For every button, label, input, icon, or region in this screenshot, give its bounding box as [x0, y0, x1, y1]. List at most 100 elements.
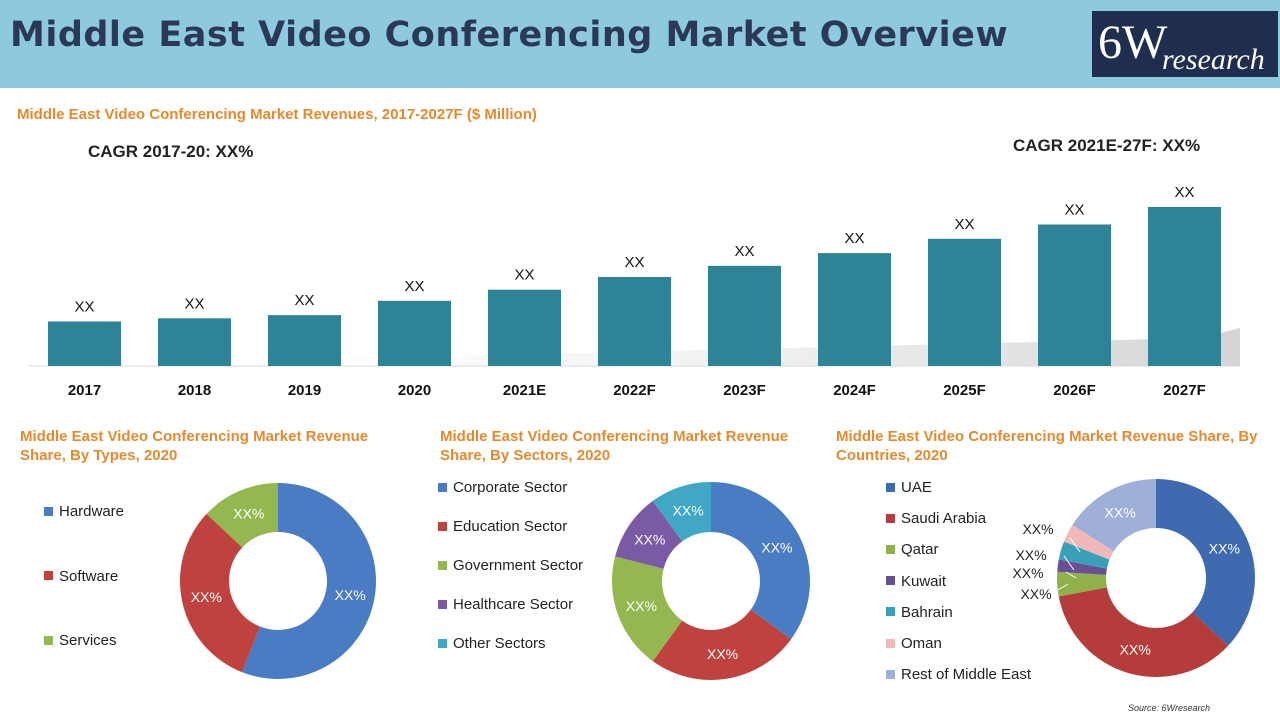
leader-line — [1063, 555, 1075, 571]
x-tick-label: 2025F — [943, 382, 986, 399]
cagr-right: CAGR 2021E-27F: XX% — [1013, 136, 1201, 155]
x-tick-label: 2018 — [178, 382, 211, 399]
logo-word: research — [1162, 43, 1265, 76]
slice-label: XX% — [634, 531, 665, 547]
slice-label: XX% — [233, 506, 264, 522]
bar-value-label: XX — [734, 243, 754, 260]
x-tick-label: 2021E — [503, 382, 546, 399]
legend-label: Software — [59, 567, 119, 585]
bar-value-label: XX — [844, 230, 864, 247]
legend-label: Government Sector — [453, 557, 584, 574]
leader-line — [1065, 571, 1077, 579]
legend-label: Qatar — [901, 541, 939, 559]
legend-item: Corporate Sector — [438, 479, 567, 496]
legend-swatch — [438, 599, 447, 609]
logo-number: 6W — [1098, 16, 1168, 69]
donut-slice-bahrain — [1058, 541, 1110, 569]
slice-label: XX% — [1022, 521, 1053, 537]
x-tick-label: 2024F — [833, 382, 876, 399]
donut-slice-other-sectors — [652, 482, 711, 542]
legend-swatch — [44, 571, 53, 581]
cagr-left: CAGR 2017-20: XX% — [88, 142, 254, 161]
donut-slice-rest-of-middle-east — [1072, 479, 1156, 552]
legend-swatch — [44, 506, 53, 516]
donut-slice-corporate-sector — [711, 482, 810, 640]
bar-value-label: XX — [1174, 184, 1194, 201]
legend-swatch — [886, 607, 895, 617]
legend-item: UAE — [886, 479, 932, 496]
donut-slice-hardware — [241, 483, 376, 679]
legend-item: Qatar — [886, 541, 939, 558]
page-title: Middle East Video Conferencing Market Ov… — [10, 15, 1009, 55]
x-tick-label: 2019 — [288, 382, 321, 399]
legend-swatch — [44, 635, 53, 645]
slice-label: XX% — [1012, 565, 1043, 581]
donut-slice-healthcare-sector — [615, 500, 683, 569]
legend-label: Corporate Sector — [453, 479, 568, 496]
legend-swatch — [886, 669, 895, 679]
x-tick-label: 2022F — [613, 382, 656, 399]
slice-label: XX% — [335, 587, 366, 603]
legend-item: Kuwait — [886, 573, 946, 590]
donut-slice-services — [206, 483, 278, 548]
legend-item: Bahrain — [886, 604, 953, 621]
slice-label: XX% — [1209, 540, 1240, 556]
slice-label: XX% — [1105, 505, 1136, 521]
legend-label: Rest of Middle East — [901, 666, 1032, 684]
legend-swatch — [438, 638, 447, 648]
donut-slice-education-sector — [652, 609, 792, 680]
leader-line — [1069, 537, 1081, 553]
bar-value-label: XX — [954, 216, 974, 233]
legend-swatch — [438, 482, 447, 492]
legend-item: Healthcare Sector — [438, 596, 573, 613]
brand-logo: 6W research — [1092, 11, 1278, 77]
bar-value-label: XX — [1064, 201, 1084, 218]
legend-item: Rest of Middle East — [886, 666, 1031, 683]
bar-2020 — [378, 300, 451, 366]
donut-slice-qatar — [1057, 571, 1107, 597]
header-banner: Middle East Video Conferencing Market Ov… — [0, 0, 1280, 88]
x-tick-label: 2027F — [1163, 382, 1206, 399]
x-tick-label: 2023F — [723, 382, 766, 399]
legend-swatch — [438, 521, 447, 531]
slice-label: XX% — [761, 539, 792, 555]
legend-item: Other Sectors — [438, 635, 546, 652]
legend-label: Oman — [901, 635, 942, 652]
legend-item: Government Sector — [438, 557, 583, 574]
legend-swatch — [886, 513, 895, 523]
countries-donut-chart: XX% XX% XX% XX% XX% XX% XX% — [1012, 479, 1255, 677]
legend-label: Education Sector — [453, 518, 568, 535]
bar-2021E — [488, 289, 561, 366]
donut-slice-oman — [1063, 524, 1114, 560]
legend-item: Education Sector — [438, 518, 567, 535]
sectors-chart-title: Middle East Video Conferencing Market Re… — [440, 428, 789, 464]
bar-2019 — [268, 315, 341, 366]
slice-label: XX% — [1020, 586, 1051, 602]
slice-label: XX% — [707, 646, 738, 662]
bar-2018 — [158, 318, 231, 366]
slice-label: XX% — [673, 503, 704, 519]
leader-line — [1057, 583, 1069, 591]
bar-value-label: XX — [184, 295, 204, 312]
bar-chart: XX 2017 XX 2018 XX 2019 XX 2020 XX 2021E XX 2022F XX… — [28, 184, 1240, 399]
legend-swatch — [886, 638, 895, 648]
x-tick-label: 2020 — [398, 382, 431, 399]
donut-slice-software — [179, 513, 260, 673]
types-donut-chart: XX% XX% XX% — [179, 483, 376, 679]
bar-value-label: XX — [514, 267, 534, 284]
source-note: Source: 6Wresearch — [1128, 703, 1211, 713]
legend-label: UAE — [901, 479, 932, 496]
bar-2027F — [1148, 207, 1221, 366]
legend-swatch — [886, 482, 895, 492]
legend-swatch — [886, 576, 895, 586]
slice-label: XX% — [1015, 547, 1046, 563]
bar-value-label: XX — [74, 298, 94, 315]
legend-label: Healthcare Sector — [453, 596, 574, 613]
x-tick-label: 2017 — [68, 382, 101, 399]
legend-label: Hardware — [59, 503, 125, 520]
bar-chart-title: Middle East Video Conferencing Market Re… — [17, 106, 537, 123]
bar-2025F — [928, 238, 1001, 366]
legend-label: Other Sectors — [453, 635, 546, 652]
bar-2022F — [598, 276, 671, 366]
legend-item: Software — [44, 568, 118, 585]
